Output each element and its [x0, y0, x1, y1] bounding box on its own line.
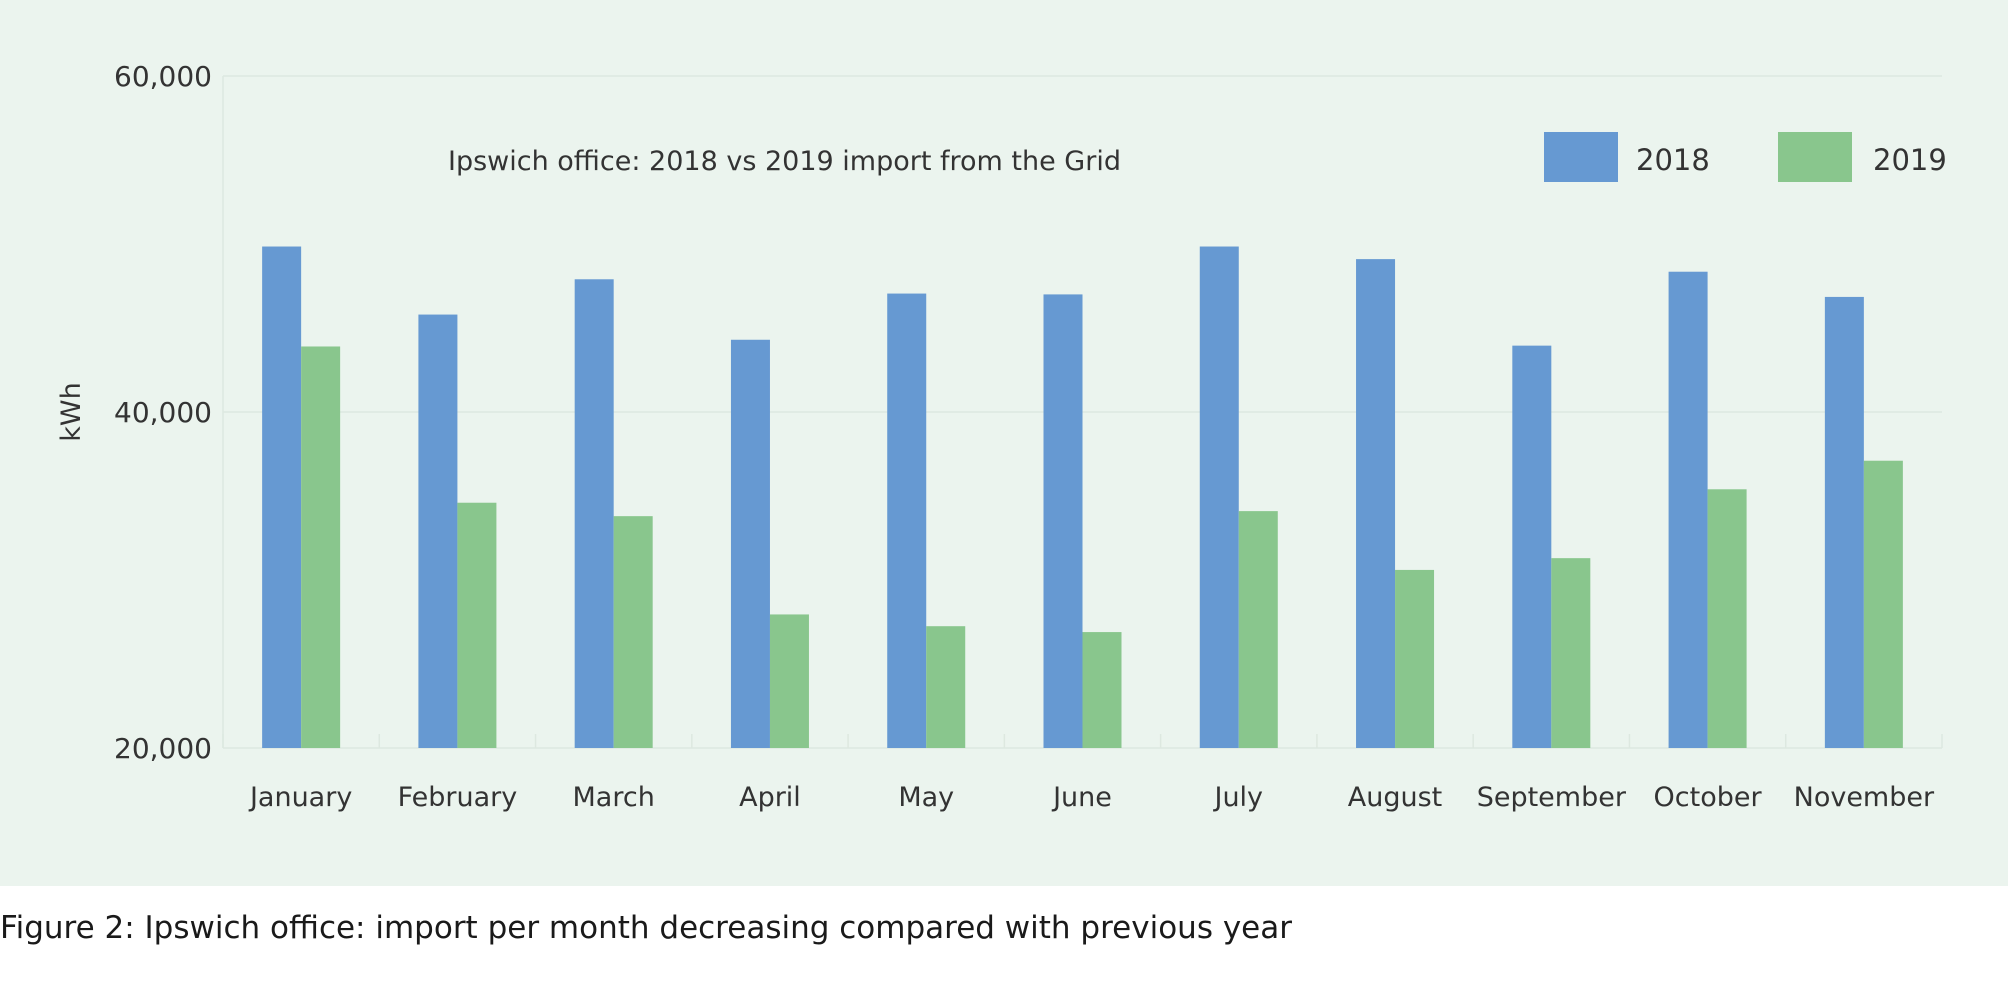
bar-chart: 20,000 40,000 60,000 January February March A… [56, 60, 1947, 813]
bar-2018-september [1512, 345, 1552, 748]
x-tick-label-july: July [1212, 782, 1263, 813]
bar-2019-may [926, 626, 966, 748]
y-axis-label: kWh [56, 382, 87, 441]
bar-2018-august [1356, 259, 1396, 748]
x-tick-label-november: November [1794, 782, 1935, 813]
legend: 2018 2019 [1544, 132, 1947, 182]
bar-2019-february [457, 502, 497, 748]
legend-label-2018: 2018 [1636, 143, 1710, 177]
legend-swatch-2019 [1778, 132, 1852, 182]
bar-2019-october [1707, 489, 1747, 748]
x-tick-label-june: June [1051, 782, 1112, 813]
x-tick-label-october: October [1654, 782, 1763, 813]
x-tick-label-august: August [1348, 782, 1443, 813]
chart-title: Ipswich office: 2018 vs 2019 import from… [448, 146, 1121, 177]
bar-2018-april [730, 339, 770, 748]
bars [262, 246, 1903, 748]
bar-2019-april [769, 614, 809, 748]
x-tick-label-january: January [248, 782, 352, 813]
bar-2018-march [574, 279, 614, 748]
y-tick-label: 40,000 [114, 396, 212, 429]
bar-2018-february [418, 314, 458, 748]
x-tick-label-april: April [739, 782, 801, 813]
x-tick-label-september: September [1477, 782, 1627, 813]
legend-swatch-2018 [1544, 132, 1618, 182]
x-tick-label-march: March [573, 782, 655, 813]
bar-2019-july [1238, 511, 1278, 748]
bar-2018-january [262, 246, 302, 748]
x-tick-label-february: February [398, 782, 518, 813]
bar-2019-march [613, 516, 653, 748]
bar-2019-january [301, 346, 341, 748]
bar-2018-june [1043, 294, 1083, 748]
bar-2018-november [1824, 296, 1864, 748]
y-tick-label: 20,000 [114, 732, 212, 765]
bar-2019-september [1551, 558, 1591, 748]
chart-panel: 20,000 40,000 60,000 January February March A… [0, 0, 2008, 886]
bar-2019-june [1082, 632, 1122, 748]
figure-caption: Figure 2: Ipswich office: import per mon… [0, 910, 1292, 946]
bar-2019-august [1395, 569, 1435, 748]
bar-2019-november [1863, 460, 1903, 748]
x-axis-ticks: January February March April May June July Augu… [222, 734, 1943, 813]
x-tick-label-may: May [898, 782, 954, 813]
y-axis-ticks: 20,000 40,000 60,000 [114, 60, 212, 765]
bar-2018-october [1668, 271, 1708, 748]
y-tick-label: 60,000 [114, 60, 212, 93]
bar-2018-july [1199, 246, 1239, 748]
legend-label-2019: 2019 [1873, 143, 1947, 177]
bar-2018-may [887, 293, 927, 748]
